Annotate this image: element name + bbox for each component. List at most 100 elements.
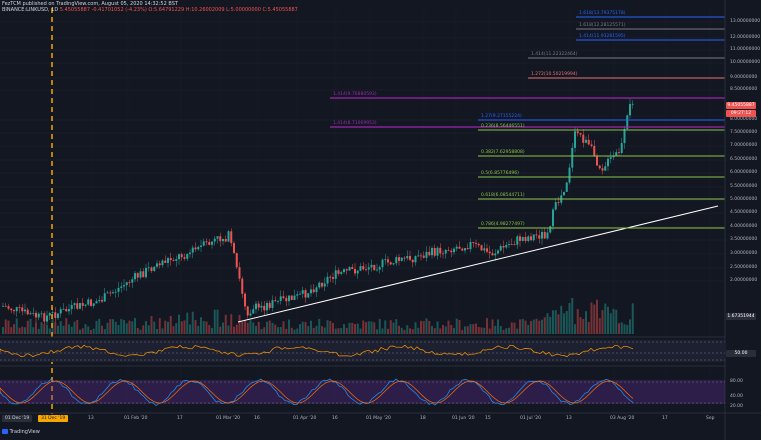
volume-bar — [601, 310, 604, 334]
candle-body — [334, 270, 337, 279]
candle-body — [29, 313, 32, 315]
volume-bar — [455, 318, 458, 334]
volume-bar — [257, 321, 260, 334]
candle-body — [10, 308, 13, 311]
candle-body — [571, 147, 574, 168]
volume-bar — [365, 322, 367, 334]
trend-line[interactable] — [237, 205, 719, 323]
price-axis-label: 3.00000000 — [730, 251, 758, 256]
candle-body — [362, 266, 365, 270]
volume-bar — [249, 320, 252, 334]
candle-body — [279, 296, 282, 301]
candle-body — [208, 241, 211, 245]
volume-bar — [202, 321, 205, 334]
candle-body — [301, 290, 304, 294]
candle-body — [260, 305, 263, 308]
candle-body — [480, 245, 483, 251]
price-axis-label: 7.00000000 — [730, 143, 758, 148]
candle-body — [398, 257, 400, 261]
volume-bar — [46, 324, 48, 334]
stoch-level-40: 40.00 — [730, 394, 743, 399]
fib-level-label: 0.236(8.56446551) — [481, 124, 525, 129]
time-axis-label: 01 Apr '20 — [293, 416, 317, 421]
candle-body — [304, 290, 307, 298]
fib-level-label: 1.414(8.71069953) — [333, 121, 377, 126]
volume-bar — [453, 327, 455, 334]
volume-bar — [277, 327, 279, 334]
volume-bar — [483, 327, 486, 334]
volume-bar — [425, 318, 428, 334]
volume-bar — [123, 320, 125, 334]
candle-body — [35, 312, 37, 318]
candle-body — [609, 157, 612, 159]
candle-body — [68, 309, 70, 312]
candle-body — [24, 309, 26, 312]
candle-body — [378, 267, 381, 270]
time-axis-label: 15 — [485, 416, 491, 421]
candle-body — [263, 305, 266, 311]
volume-bar — [142, 325, 145, 334]
candle-body — [486, 248, 488, 252]
price-axis-label: 8.50000000 — [730, 87, 758, 92]
time-axis-label: 13 — [566, 416, 572, 421]
volume-bar — [79, 329, 81, 334]
candle-body — [103, 293, 106, 302]
price-axis-label: 2.00000000 — [730, 278, 758, 283]
candle-body — [455, 246, 458, 249]
candle-body — [563, 191, 565, 196]
volume-bar — [87, 326, 90, 334]
fib-extensions[interactable] — [330, 16, 725, 229]
volume-bar — [436, 321, 439, 334]
candle-body — [224, 239, 227, 242]
volume-bar — [175, 323, 178, 334]
volume-bar — [398, 325, 400, 334]
candle-body — [268, 302, 271, 308]
candle-body — [266, 302, 268, 311]
candle-body — [444, 249, 447, 254]
volume-bar — [596, 299, 598, 334]
volume-bar — [73, 321, 76, 334]
volume-bar — [629, 319, 631, 334]
candle-body — [213, 238, 216, 242]
volume-bar — [538, 320, 541, 334]
fib-level-label: 0.382(7.62958808) — [481, 150, 525, 155]
volume-bar — [414, 322, 417, 334]
candle-body — [230, 231, 233, 244]
candle-body — [128, 282, 131, 284]
volume-bar — [579, 317, 582, 334]
volume-bar — [172, 326, 175, 334]
candle-body — [255, 303, 257, 310]
stoch-level-20: 20.00 — [730, 404, 743, 409]
candle-body — [516, 236, 519, 245]
candle-body — [458, 246, 461, 249]
candle-body — [296, 294, 299, 296]
price-axis-label: 5.50000000 — [730, 184, 758, 189]
candle-body — [142, 271, 145, 278]
candle-body — [101, 300, 103, 302]
volume-bar — [26, 320, 29, 334]
volume-bar — [587, 321, 590, 334]
volume-bar — [381, 328, 384, 334]
candle-body — [274, 300, 277, 302]
candle-body — [114, 291, 117, 293]
volume-bar — [4, 319, 7, 334]
volume-bar — [532, 319, 535, 334]
volume-bar — [98, 318, 101, 334]
candle-body — [389, 262, 392, 265]
volume-bar — [571, 297, 574, 334]
volume-bar — [576, 309, 579, 334]
volume-bar — [211, 327, 213, 334]
volume-bar — [442, 324, 444, 334]
volume-bar — [54, 322, 57, 334]
candle-body — [76, 303, 79, 309]
volume-bar — [293, 329, 296, 334]
volume-bar — [354, 323, 356, 334]
volume-bar — [560, 305, 563, 334]
volume-bar — [607, 306, 609, 334]
candle-body — [312, 289, 315, 293]
volume-bar — [321, 326, 323, 334]
candle-body — [13, 310, 15, 312]
candle-body — [147, 267, 150, 269]
volume-bar — [312, 327, 315, 334]
